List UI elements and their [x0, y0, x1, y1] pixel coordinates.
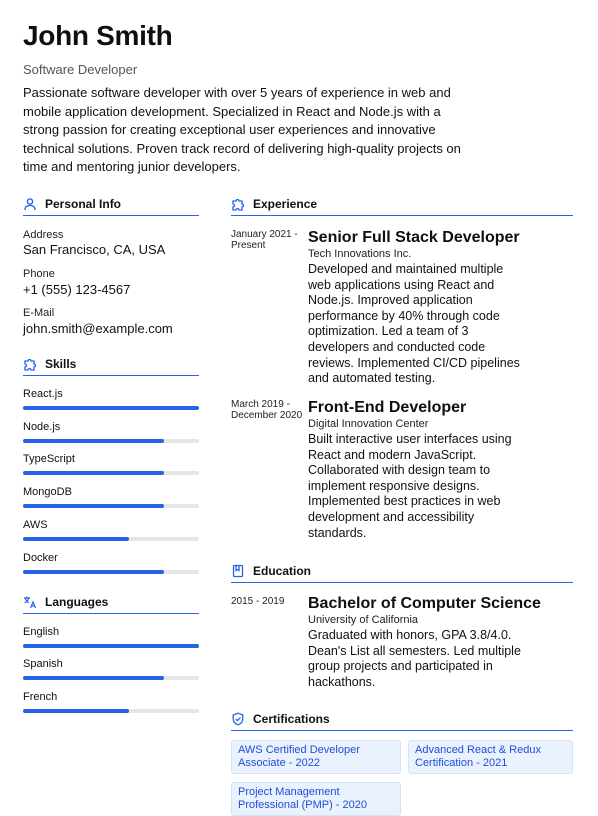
language-bar-fill: [23, 676, 164, 680]
language-name: English: [23, 626, 60, 638]
language-bar-fill: [23, 709, 129, 713]
skill-bar-fill: [23, 406, 199, 410]
skill-name: AWS: [23, 519, 48, 531]
candidate-name: John Smith: [23, 20, 173, 51]
certification-badge: AWS Certified Developer Associate - 2022: [231, 740, 401, 774]
puzzle-icon: [231, 197, 245, 211]
section-header-education: Education: [231, 560, 573, 583]
language-bar: [23, 644, 199, 648]
address-label: Address: [23, 229, 64, 241]
skill-bar-fill: [23, 537, 129, 541]
skill-bar-fill: [23, 570, 164, 574]
profile-summary: Passionate software developer with over …: [23, 85, 461, 174]
certification-badge: Advanced React & Redux Certification - 2…: [408, 740, 573, 774]
section-header-skills: Skills: [23, 353, 199, 376]
skill-bar: [23, 570, 199, 574]
job-company: Tech Innovations Inc.: [308, 248, 412, 260]
skill-bar-fill: [23, 471, 164, 475]
section-header-languages: Languages: [23, 591, 199, 614]
language-name: Spanish: [23, 658, 63, 670]
email-value: john.smith@example.com: [23, 321, 173, 336]
skill-bar: [23, 537, 199, 541]
degree-title: Bachelor of Computer Science: [308, 595, 541, 612]
phone-value: +1 (555) 123-4567: [23, 282, 131, 297]
language-name: French: [23, 691, 58, 703]
job-description: Built interactive user interfaces using …: [308, 432, 512, 540]
skill-name: MongoDB: [23, 486, 72, 498]
skill-name: Node.js: [23, 421, 61, 433]
section-title: Certifications: [253, 712, 330, 726]
shield-icon: [231, 712, 245, 726]
skill-bar: [23, 439, 199, 443]
education-description: Graduated with honors, GPA 3.8/4.0. Dean…: [308, 628, 521, 689]
address-value: San Francisco, CA, USA: [23, 242, 166, 257]
skill-name: Docker: [23, 552, 58, 564]
puzzle-icon: [23, 357, 37, 371]
section-title: Education: [253, 564, 312, 578]
section-title: Languages: [45, 595, 109, 609]
section-header-personal-info: Personal Info: [23, 193, 199, 216]
job-title: Front-End Developer: [308, 399, 467, 416]
email-label: E-Mail: [23, 307, 55, 319]
skill-bar-fill: [23, 504, 164, 508]
book-icon: [231, 564, 245, 578]
job-date: January 2021 - Present: [231, 229, 298, 251]
translate-icon: [23, 595, 37, 609]
section-title: Experience: [253, 197, 318, 211]
skill-name: React.js: [23, 388, 63, 400]
job-company: Digital Innovation Center: [308, 418, 429, 430]
skill-bar-fill: [23, 439, 164, 443]
skill-name: TypeScript: [23, 453, 75, 465]
skill-bar: [23, 504, 199, 508]
user-icon: [23, 197, 37, 211]
job-description: Developed and maintained multiple web ap…: [308, 262, 520, 386]
candidate-role: Software Developer: [23, 62, 138, 77]
job-title: Senior Full Stack Developer: [308, 229, 520, 246]
skill-bar: [23, 471, 199, 475]
language-bar: [23, 709, 199, 713]
education-date: 2015 - 2019: [231, 596, 285, 607]
phone-label: Phone: [23, 268, 55, 280]
language-bar-fill: [23, 644, 199, 648]
certification-badge: Project Management Professional (PMP) - …: [231, 782, 401, 816]
section-title: Skills: [45, 357, 77, 371]
job-date: March 2019 - December 2020: [231, 399, 303, 421]
section-header-certifications: Certifications: [231, 708, 573, 731]
section-header-experience: Experience: [231, 193, 573, 216]
school-name: University of California: [308, 614, 419, 626]
language-bar: [23, 676, 199, 680]
skill-bar: [23, 406, 199, 410]
section-title: Personal Info: [45, 197, 122, 211]
